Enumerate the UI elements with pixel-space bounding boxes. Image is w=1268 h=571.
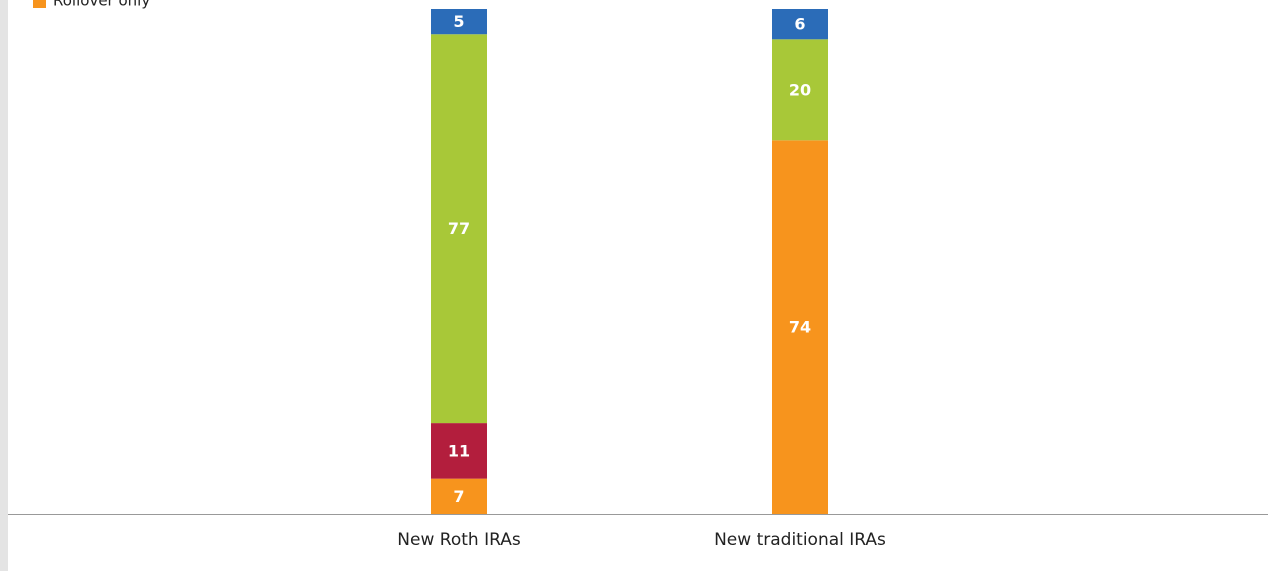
x-tick-label: New Roth IRAs — [397, 530, 521, 550]
bar-segment — [431, 423, 487, 479]
data-label: 74 — [789, 318, 811, 337]
side-strip — [0, 0, 8, 571]
bar-segment — [431, 478, 487, 514]
bar-segment — [772, 140, 828, 515]
data-label: 20 — [789, 80, 811, 99]
data-label: 11 — [448, 441, 470, 460]
data-label: 7 — [453, 487, 464, 506]
x-tick-label: New traditional IRAs — [714, 530, 886, 550]
data-label: 6 — [794, 15, 805, 34]
legend-label: Rollover only — [53, 0, 150, 10]
bar-segment — [431, 34, 487, 424]
bar-segment — [772, 39, 828, 141]
legend-swatch — [33, 0, 46, 8]
bar-segment — [772, 9, 828, 40]
bar-segment — [431, 9, 487, 35]
data-label: 77 — [448, 219, 470, 238]
data-label: 5 — [453, 12, 464, 31]
